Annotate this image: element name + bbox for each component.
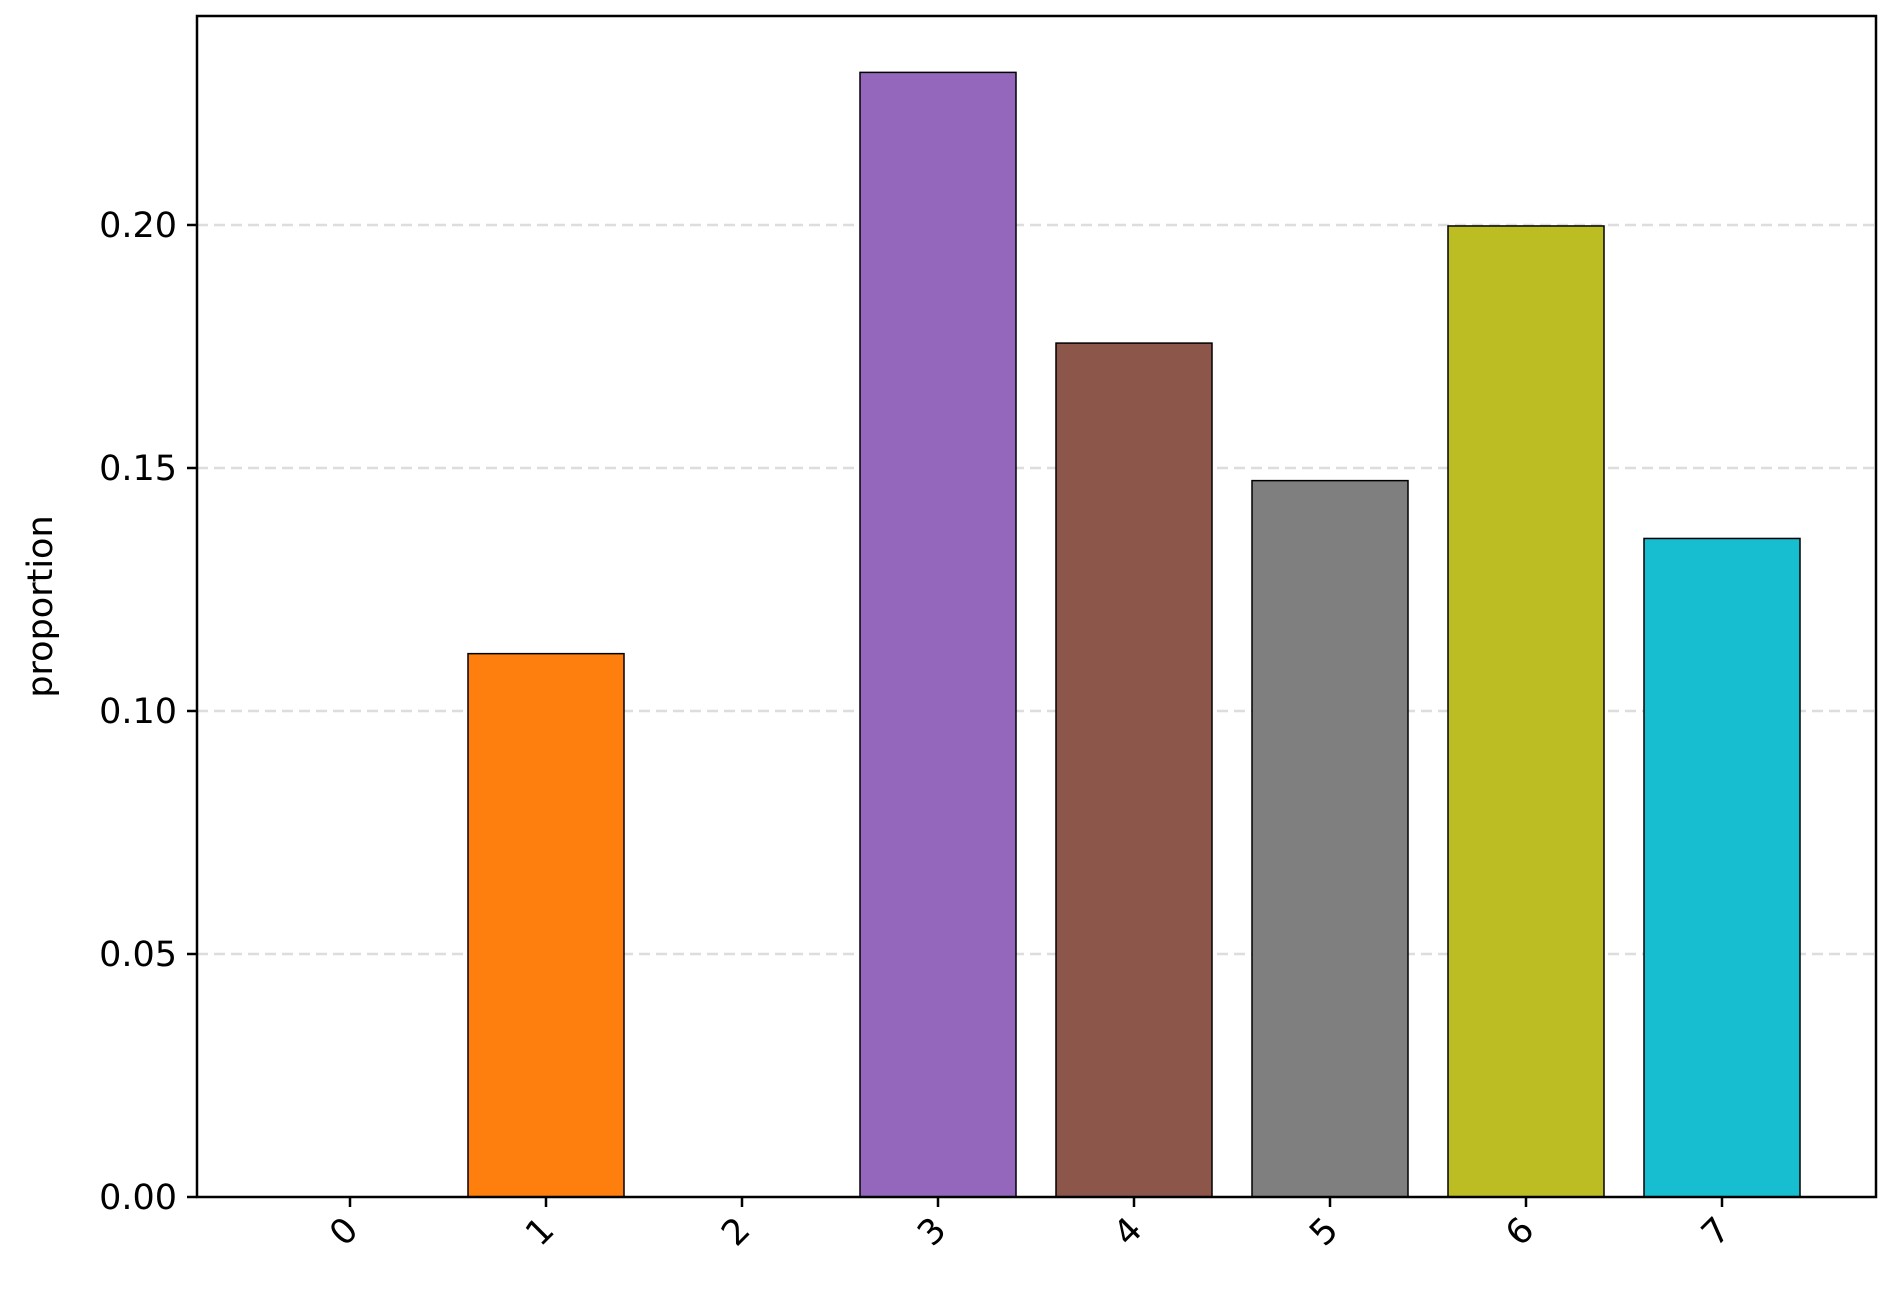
bars	[467, 71, 1801, 1198]
gridlines	[197, 223, 1876, 956]
bar-7	[1643, 537, 1801, 1198]
y-tick-label-0.00: 0.00	[99, 1178, 177, 1218]
y-tick-label-0.20: 0.20	[99, 206, 177, 246]
x-tick-label-2: 2	[714, 1210, 758, 1254]
x-tick-label-3: 3	[910, 1210, 954, 1254]
bar-5	[1251, 479, 1409, 1198]
y-axis-label: proportion	[21, 515, 61, 697]
x-tick-label-1: 1	[518, 1210, 562, 1254]
bar-1	[467, 652, 625, 1198]
bar-3	[859, 71, 1017, 1198]
y-axis-ticks: 0.00 0.05 0.10 0.15 0.20	[99, 206, 197, 1218]
x-axis-ticks: 0 1 2 3 4 5 6 7	[322, 1197, 1738, 1254]
x-tick-label-4: 4	[1106, 1210, 1150, 1254]
plot-frame	[195, 14, 1878, 1199]
x-tick-label-5: 5	[1302, 1210, 1346, 1254]
x-tick-label-7: 7	[1694, 1210, 1738, 1254]
y-tick-label-0.15: 0.15	[99, 449, 177, 489]
y-tick-label-0.05: 0.05	[99, 935, 177, 975]
bar-6	[1447, 225, 1605, 1198]
y-tick-label-0.10: 0.10	[99, 692, 177, 732]
axes	[195, 14, 1878, 1199]
x-tick-label-0: 0	[322, 1210, 366, 1254]
bar-4	[1055, 342, 1213, 1198]
x-tick-label-6: 6	[1498, 1210, 1542, 1254]
